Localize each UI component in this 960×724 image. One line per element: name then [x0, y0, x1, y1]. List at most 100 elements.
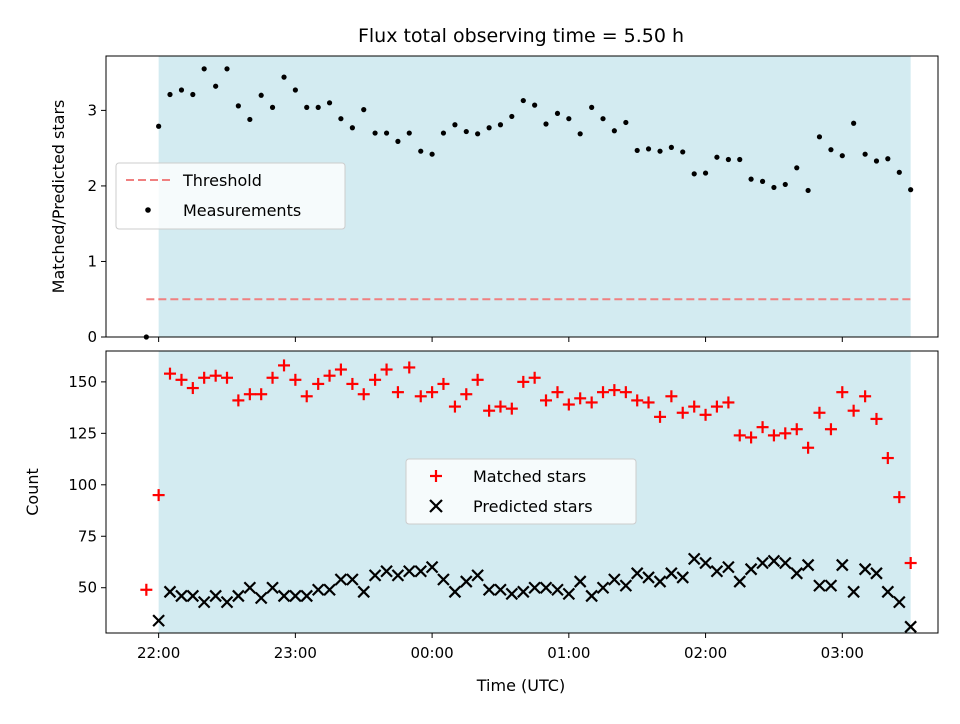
- measurement-point: [326, 100, 333, 106]
- matched-star-point: [631, 394, 644, 407]
- bottom-legend: Matched stars Predicted stars: [405, 458, 637, 525]
- predicted-star-point: [425, 560, 439, 574]
- y-tick-label: 75: [78, 527, 97, 545]
- x-tick-label: 23:00: [274, 644, 317, 662]
- measurement-point: [418, 148, 424, 154]
- y-tick-label: 50: [78, 579, 97, 597]
- x-axis-label: Time (UTC): [476, 676, 565, 695]
- measurement-point: [634, 147, 640, 154]
- bottom-panel: 50 75 100 125 150 22:00 23:00 00:00 01:00 02:00 0…: [23, 350, 939, 695]
- matched-star-point: [767, 429, 780, 442]
- matched-star-point: [278, 359, 291, 372]
- predicted-star-point: [756, 556, 769, 570]
- predicted-star-point: [494, 583, 507, 597]
- measurement-point: [532, 102, 538, 108]
- matched-star-point: [186, 382, 199, 395]
- legend-predicted-swatch: [429, 499, 443, 513]
- measurement-point: [440, 130, 447, 136]
- measurement-point: [475, 131, 481, 137]
- predicted-star-point: [243, 581, 257, 594]
- matched-star-point: [608, 384, 621, 397]
- predicted-star-point: [448, 585, 462, 599]
- top-axes-frame: [105, 55, 939, 338]
- predicted-star-point: [585, 589, 598, 603]
- matched-star-point: [232, 394, 245, 407]
- predicted-star-point: [334, 573, 348, 586]
- measurement-point: [908, 187, 914, 193]
- matched-star-point: [448, 400, 461, 413]
- x-tick-label: 02:00: [684, 644, 727, 662]
- top-x-ticks: [158, 337, 843, 342]
- measurement-point: [851, 120, 857, 126]
- measurement-point: [167, 91, 173, 98]
- matched-star-points: [140, 359, 917, 596]
- predicted-star-point: [152, 614, 165, 627]
- matched-star-point: [163, 367, 176, 380]
- matched-star-point: [893, 491, 906, 504]
- measurement-point: [258, 92, 264, 98]
- predicted-star-point: [391, 569, 405, 582]
- predicted-star-point: [517, 585, 530, 599]
- predicted-star-point: [402, 564, 416, 578]
- predicted-star-point: [357, 585, 371, 599]
- matched-star-point: [494, 400, 507, 413]
- matched-star-point: [642, 396, 655, 409]
- top-y-axis-label: Matched/Predicted stars: [49, 100, 68, 294]
- matched-star-point: [483, 404, 496, 417]
- predicted-star-point: [209, 589, 222, 603]
- predicted-star-point: [460, 575, 473, 588]
- matched-star-point: [836, 386, 849, 399]
- predicted-star-point: [733, 575, 747, 588]
- predicted-star-point: [266, 581, 279, 594]
- measurement-point: [463, 128, 469, 135]
- matched-star-point: [802, 441, 815, 454]
- measurement-point: [429, 151, 435, 157]
- measurement-point: [759, 178, 766, 184]
- predicted-star-point: [801, 558, 815, 572]
- predicted-star-point: [220, 595, 234, 609]
- matched-star-point: [312, 377, 325, 390]
- matched-star-point: [654, 410, 667, 423]
- y-tick-label: 100: [68, 476, 97, 494]
- matched-star-point: [403, 361, 416, 374]
- measurement-point: [372, 130, 378, 136]
- predicted-star-point: [175, 589, 188, 603]
- bottom-y-ticks: 50 75 100 125 150: [68, 373, 106, 597]
- matched-star-point: [539, 394, 552, 407]
- measurement-point: [281, 74, 287, 80]
- measurement-point: [771, 184, 777, 191]
- measurement-point: [406, 130, 412, 136]
- measurement-point: [190, 91, 196, 98]
- matched-star-point: [380, 363, 393, 376]
- predicted-star-point: [790, 567, 804, 580]
- measurement-point: [828, 147, 834, 153]
- predicted-star-point: [722, 560, 735, 574]
- matched-star-point: [847, 404, 860, 417]
- predicted-star-point: [573, 575, 587, 588]
- measurement-point: [839, 153, 845, 159]
- measurement-point: [349, 125, 355, 131]
- measurement-point: [543, 121, 549, 127]
- predicted-star-point: [813, 579, 826, 592]
- matched-star-point: [722, 396, 735, 409]
- matched-star-point: [152, 489, 165, 502]
- predicted-star-point: [482, 583, 496, 597]
- predicted-star-point: [311, 583, 325, 597]
- matched-star-point: [357, 388, 370, 401]
- top-y-ticks: 0 1 2 3: [87, 101, 106, 346]
- matched-star-point: [323, 369, 336, 382]
- predicted-star-point: [414, 564, 428, 578]
- measurement-point: [862, 151, 868, 157]
- measurement-point: [224, 66, 230, 72]
- matched-star-point: [676, 406, 689, 419]
- measurement-point: [577, 131, 583, 137]
- measurement-point: [885, 156, 891, 162]
- matched-star-point: [562, 398, 575, 411]
- measurement-point: [509, 113, 515, 120]
- matched-star-point: [551, 386, 564, 399]
- measurement-point: [361, 107, 367, 113]
- predicted-star-point: [824, 579, 838, 592]
- y-tick-label: 0: [87, 328, 97, 346]
- predicted-star-point: [551, 583, 564, 597]
